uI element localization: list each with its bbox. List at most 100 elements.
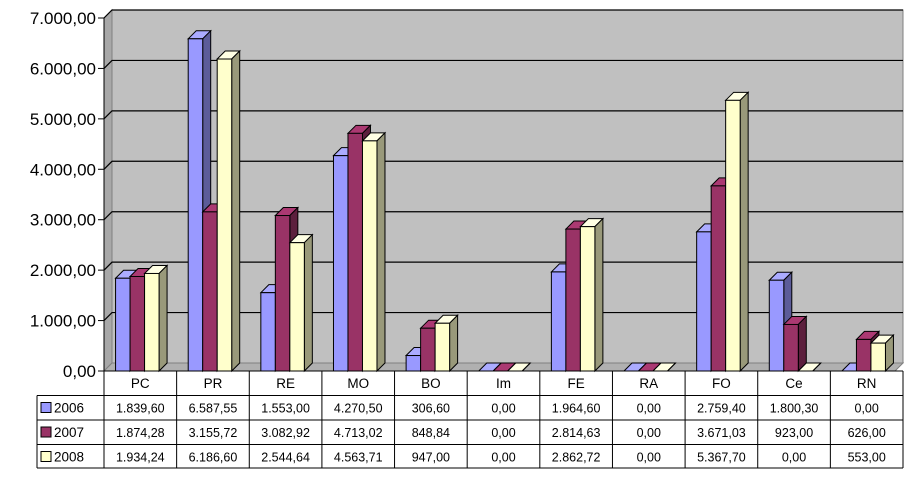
data-label: 0,00	[637, 426, 661, 440]
data-label: 6.186,60	[189, 451, 238, 465]
bar-front	[870, 342, 886, 372]
gridlines	[103, 9, 903, 321]
y-tick-label: 7.000,00	[30, 9, 96, 28]
bar-side	[449, 314, 459, 373]
data-label: 0,00	[491, 426, 515, 440]
bars	[114, 29, 895, 373]
y-tick-label: 0,00	[63, 362, 96, 381]
bar	[143, 264, 169, 373]
gridline	[103, 110, 903, 120]
category-label: Ce	[785, 376, 802, 391]
bar-front	[405, 355, 422, 372]
bar-front	[696, 231, 712, 372]
bar	[869, 333, 895, 373]
bar	[724, 91, 750, 373]
y-tick-label: 2.000,00	[30, 261, 96, 280]
bar	[579, 217, 605, 373]
data-table: PC PR RE MO BO Im FE RA FO Ce RN 2006 1.839,60 6.587,…	[36, 370, 904, 469]
data-label: 3.671,03	[697, 426, 746, 440]
data-label: 2.759,40	[697, 402, 746, 416]
data-label: 1.800,30	[770, 402, 819, 416]
legend-series-name: 2007	[54, 425, 84, 440]
category-label: FO	[712, 376, 731, 391]
legend-series-name: 2006	[54, 401, 84, 416]
data-label: 4.270,50	[334, 402, 383, 416]
bar-front	[347, 132, 363, 372]
data-label: 1.934,24	[116, 451, 165, 465]
y-tick-label: 3.000,00	[30, 211, 96, 230]
bar-side	[231, 49, 241, 373]
data-label: 0,00	[491, 402, 515, 416]
data-label: 553,00	[848, 451, 886, 465]
bar	[361, 131, 387, 373]
data-label: 2.544,64	[261, 451, 310, 465]
data-label: 0,00	[637, 402, 661, 416]
bar-front	[202, 211, 218, 372]
legend-key	[40, 451, 52, 462]
bar-front	[783, 323, 799, 372]
category-label: RE	[276, 376, 295, 391]
data-label: 947,00	[412, 451, 450, 465]
y-axis: 0,00 1.000,00 2.000,00 3.000,00 4.000,00 5.00…	[30, 9, 105, 381]
data-label: 3.082,92	[261, 426, 310, 440]
data-label: 1.964,60	[552, 402, 601, 416]
bar-side	[376, 131, 386, 373]
data-label: 0,00	[637, 451, 661, 465]
data-label: 306,60	[412, 402, 450, 416]
category-label: RA	[639, 376, 658, 391]
bar-side	[739, 91, 749, 373]
bar-front	[361, 140, 378, 372]
category-label: FE	[568, 376, 585, 391]
category-label: BO	[421, 376, 441, 391]
bar	[215, 49, 241, 373]
bar-side	[667, 362, 676, 372]
bar-front	[115, 277, 131, 372]
category-label: Im	[496, 376, 511, 391]
y-tick-label: 1.000,00	[30, 312, 96, 331]
gridline	[103, 9, 903, 19]
bar-side	[158, 264, 168, 373]
bar-front	[710, 185, 727, 372]
data-label: 4.713,02	[334, 426, 383, 440]
data-label: 2.814,63	[552, 426, 601, 440]
category-label: RN	[857, 376, 877, 391]
gridline	[103, 311, 903, 321]
data-label: 0,00	[855, 402, 879, 416]
bar-front	[855, 338, 872, 372]
bar-side	[303, 233, 313, 373]
data-label: 2.862,72	[552, 451, 601, 465]
bar-side	[812, 362, 822, 372]
category-label: MO	[347, 376, 369, 391]
data-label: 848,84	[412, 426, 450, 440]
bar-front	[129, 275, 146, 372]
gridline	[103, 160, 903, 170]
y-tick-label: 5.000,00	[30, 110, 96, 129]
bar-front	[420, 327, 436, 372]
bar-front	[768, 279, 785, 372]
data-label: 1.839,60	[116, 402, 165, 416]
data-label: 1.874,28	[116, 426, 165, 440]
bar-side	[594, 217, 604, 373]
gridline	[103, 211, 903, 221]
data-label: 923,00	[775, 426, 813, 440]
bar-front	[260, 292, 276, 372]
bar-front	[332, 155, 349, 372]
data-label: 0,00	[782, 451, 806, 465]
bar-side	[521, 362, 531, 372]
bar	[288, 233, 314, 373]
bar-front	[434, 322, 451, 372]
bar-front	[289, 242, 305, 372]
gridline	[103, 59, 903, 69]
bar-front	[550, 271, 567, 372]
bar-front	[579, 226, 596, 372]
data-label: 5.367,70	[697, 451, 746, 465]
data-label: 1.553,00	[261, 402, 310, 416]
legend-key	[40, 426, 52, 438]
bar-front	[274, 215, 291, 372]
y-tick-label: 6.000,00	[30, 59, 96, 78]
gridline	[103, 261, 903, 271]
data-label: 626,00	[848, 426, 886, 440]
category-label: PR	[204, 376, 223, 391]
y-tick-label: 4.000,00	[30, 160, 96, 179]
